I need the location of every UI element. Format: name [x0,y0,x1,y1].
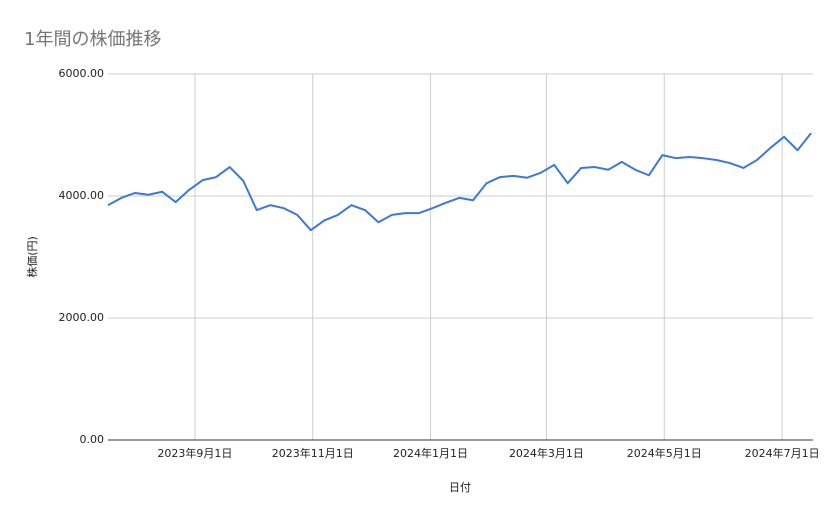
y-tick-label: 6000.00 [59,67,105,80]
x-tick-label: 2024年3月1日 [509,446,584,460]
y-tick-label: 0.00 [80,433,105,446]
x-tick-label: 2024年7月1日 [745,446,820,460]
y-axis-label: 株価(円) [25,236,39,278]
line-series [107,132,812,232]
chart-title: 1年間の株価推移 [24,29,161,50]
x-tick-label: 2023年9月1日 [157,446,232,460]
x-axis-label: 日付 [449,481,471,494]
x-tick-label: 2023年11月1日 [272,446,354,460]
x-tick-label: 2024年5月1日 [627,446,702,460]
y-tick-label: 2000.00 [59,311,105,324]
y-tick-label: 4000.00 [59,189,105,202]
x-tick-label: 2024年1月1日 [393,446,468,460]
